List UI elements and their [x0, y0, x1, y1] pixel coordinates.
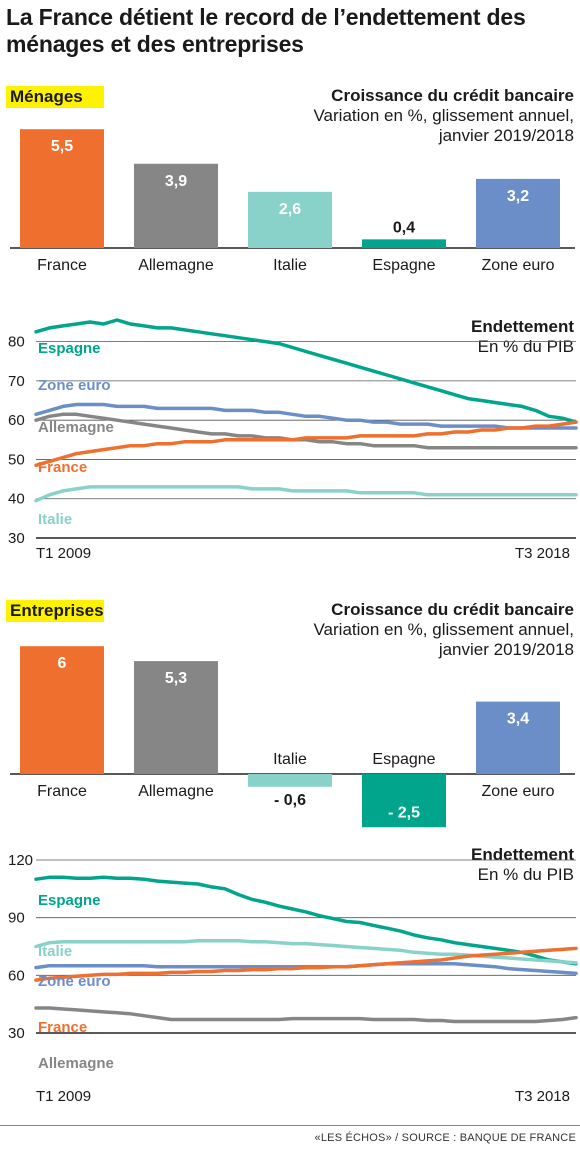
credit-title: Croissance du crédit bancaire	[331, 86, 574, 105]
series-label-allemagne: Allemagne	[38, 1055, 114, 1072]
bar-espagne	[362, 239, 446, 248]
category-label-italie: Italie	[273, 257, 307, 274]
x-start-label: T1 2009	[36, 1088, 92, 1105]
bar-france	[20, 646, 104, 774]
series-line-zone-euro	[34, 402, 578, 430]
x-start-label: T1 2009	[36, 545, 92, 562]
bar-value-label: - 2,5	[388, 804, 420, 821]
category-label-allemagne: Allemagne	[138, 783, 214, 800]
bar-zone-euro	[476, 701, 560, 774]
bar-allemagne	[134, 661, 218, 774]
bar-value-label: 3,2	[507, 188, 529, 205]
bar-value-label: 2,6	[279, 201, 301, 218]
y-tick-label: 70	[8, 373, 25, 390]
credit-title-block-menages: Croissance du crédit bancaire Variation …	[313, 86, 574, 146]
debt-subtitle: En % du PIB	[477, 865, 574, 884]
bar-value-label: - 0,6	[274, 792, 306, 809]
bar-value-label: 0,4	[393, 219, 415, 236]
section-tag-menages: Ménages	[6, 86, 104, 108]
series-line-espagne	[34, 318, 578, 424]
bar-espagne	[362, 774, 446, 828]
y-tick-label: 30	[8, 530, 25, 547]
credit-title: Croissance du crédit bancaire	[331, 600, 574, 619]
y-tick-label: 90	[8, 910, 25, 927]
bar-italie	[248, 191, 332, 248]
y-tick-label: 120	[8, 852, 33, 869]
credit-subtitle: Variation en %, glissement annuel,	[313, 106, 574, 125]
series-label-espagne: Espagne	[38, 892, 101, 909]
source-footer: «LES ÉCHOS» / SOURCE : BANQUE DE FRANCE	[314, 1132, 576, 1144]
y-tick-label: 60	[8, 967, 25, 984]
bar-value-label: 3,9	[165, 173, 187, 190]
debt-title-block-entreprises: Endettement En % du PIB	[471, 845, 574, 885]
y-tick-label: 50	[8, 451, 25, 468]
series-line-france	[34, 946, 578, 982]
series-label-france: France	[38, 1019, 87, 1036]
bar-italie	[248, 774, 332, 787]
page-title: La France détient le record de l’endette…	[6, 4, 526, 57]
line-chart-entreprises: 30 60 90 120 Espagne Italie Zone euro France All…	[8, 852, 578, 1072]
bar-value-label: 5,3	[165, 670, 187, 687]
x-end-label: T3 2018	[514, 1088, 570, 1105]
series-label-allemagne: Allemagne	[38, 419, 114, 436]
category-label-france: France	[37, 783, 87, 800]
series-line-espagne	[34, 875, 578, 966]
category-label-italie: Italie	[273, 751, 307, 768]
y-tick-label: 80	[8, 334, 25, 351]
bar-france	[20, 129, 104, 248]
bar-value-label: 3,4	[507, 711, 529, 728]
footer-divider	[0, 1125, 580, 1126]
bar-zone-euro	[476, 178, 560, 248]
series-label-zone-euro: Zone euro	[38, 973, 111, 990]
series-label-espagne: Espagne	[38, 340, 101, 357]
y-tick-label: 40	[8, 491, 25, 508]
credit-subtitle: Variation en %, glissement annuel,	[313, 620, 574, 639]
bar-value-label: 5,5	[51, 138, 73, 155]
y-tick-label: 30	[8, 1025, 25, 1042]
debt-title: Endettement	[471, 317, 574, 336]
category-label-zone-euro: Zone euro	[482, 783, 555, 800]
series-label-italie: Italie	[38, 943, 72, 960]
line-chart-menages: 30 40 50 60 70 80 Espagne Zone euro Allemagne Fra…	[8, 318, 578, 547]
credit-title-block-entreprises: Croissance du crédit bancaire Variation …	[313, 600, 574, 660]
bar-value-label: 6	[58, 655, 67, 672]
series-label-italie: Italie	[38, 511, 72, 528]
bar-chart-menages: 5,5 France 3,9 Allemagne 2,6 Italie 0,4 Espagne…	[10, 129, 575, 274]
x-end-label: T3 2018	[514, 545, 570, 562]
series-line-allemagne	[34, 1006, 578, 1024]
credit-subtitle-period: janvier 2019/2018	[438, 640, 574, 659]
credit-subtitle-period: janvier 2019/2018	[438, 126, 574, 145]
bar-chart-entreprises: 6 France 5,3 Allemagne - 0,6 Italie - 2,5 Espag…	[10, 646, 575, 828]
series-line-france	[34, 420, 578, 468]
category-label-france: France	[37, 257, 87, 274]
series-line-allemagne	[34, 412, 578, 450]
bar-allemagne	[134, 163, 218, 248]
series-label-zone-euro: Zone euro	[38, 377, 111, 394]
category-label-allemagne: Allemagne	[138, 257, 214, 274]
category-label-espagne: Espagne	[372, 751, 435, 768]
category-label-zone-euro: Zone euro	[482, 257, 555, 274]
series-line-italie	[34, 485, 578, 503]
section-tag-entreprises: Entreprises	[6, 600, 104, 622]
series-label-france: France	[38, 459, 87, 476]
series-line-italie	[34, 938, 578, 965]
category-label-espagne: Espagne	[372, 257, 435, 274]
debt-title: Endettement	[471, 845, 574, 864]
y-tick-label: 60	[8, 412, 25, 429]
